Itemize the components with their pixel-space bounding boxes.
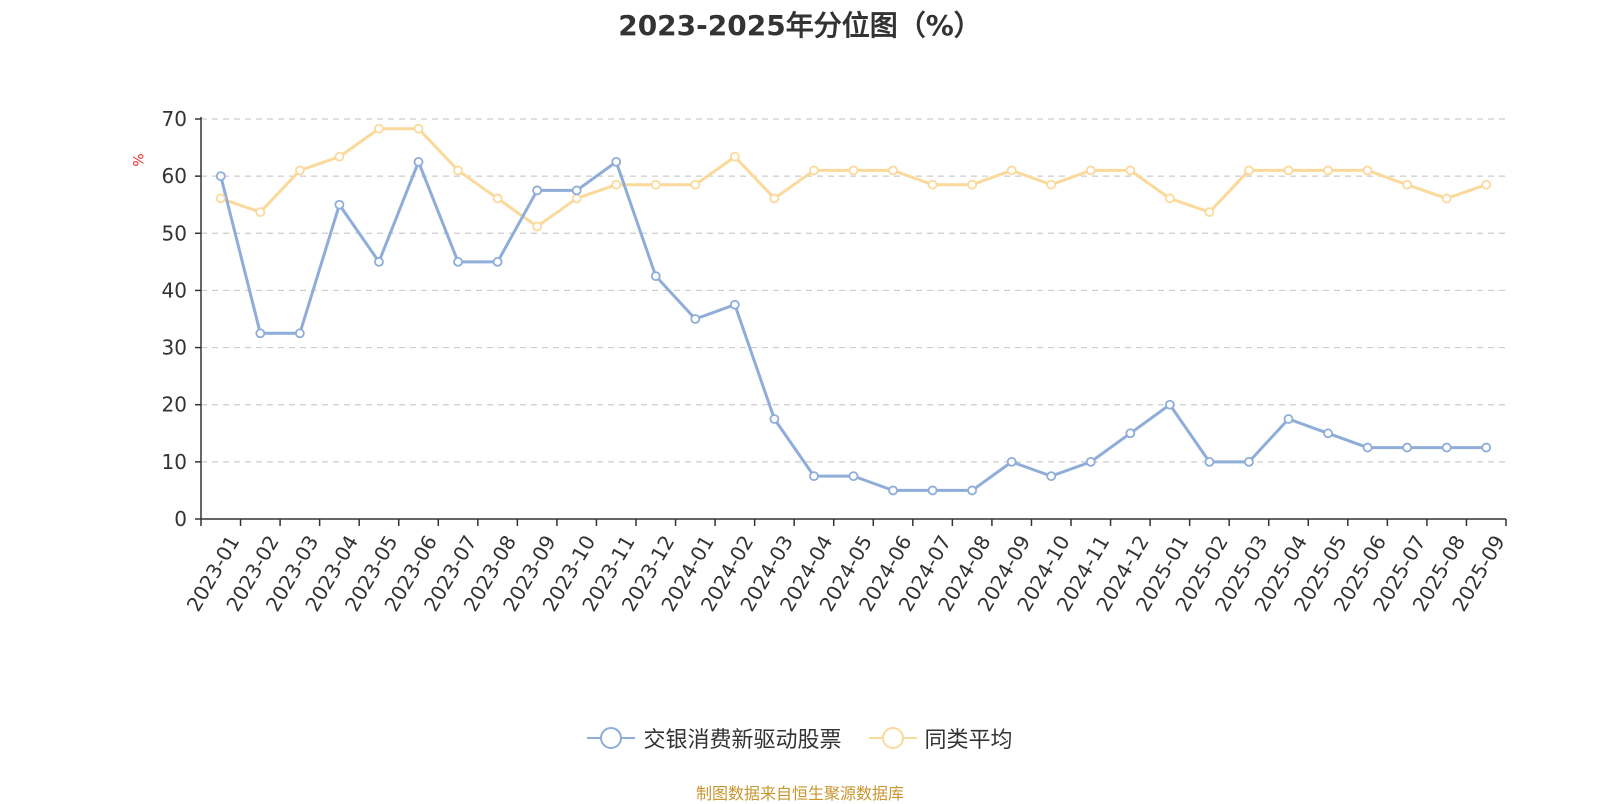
series-1-point	[532, 185, 543, 196]
chart-title: 2023-2025年分位图（%）	[618, 9, 982, 42]
line-chart: 0 10 20 30 40 50 60 70 2023-012023-022023-03202…	[162, 107, 1510, 615]
y-tick-label: 50	[162, 221, 187, 245]
series-2-point	[729, 151, 740, 162]
data-source-note: 制图数据来自恒生聚源数据库	[695, 784, 904, 803]
x-axis-ticks: 2023-012023-022023-032023-042023-052023-…	[182, 519, 1510, 615]
series-1-point	[650, 271, 661, 282]
y-tick-label: 20	[162, 393, 187, 417]
series-line-1	[219, 160, 1487, 492]
y-tick-label: 30	[162, 336, 187, 360]
series-2-point	[1362, 165, 1373, 176]
series-1-point	[255, 328, 266, 339]
y-axis-ticks: 0 10 20 30 40 50 60 70	[162, 107, 201, 531]
series-2-point	[1125, 165, 1136, 176]
series-1-point	[1125, 428, 1136, 439]
series-1-point	[1006, 456, 1017, 467]
series-2-point	[848, 165, 859, 176]
series-2-point	[1244, 165, 1254, 176]
series-2-point	[1204, 207, 1215, 218]
series-1-point	[334, 199, 345, 210]
series-2-point	[1402, 179, 1413, 190]
series-1-point	[1164, 399, 1175, 410]
series-2-point	[650, 179, 661, 190]
y-tick-label: 10	[162, 450, 187, 474]
legend-item-series-2[interactable]: 同类平均	[868, 722, 1013, 754]
series-2-point	[1323, 165, 1333, 176]
series-1-point	[690, 314, 701, 324]
series-1-point	[809, 471, 819, 482]
series-2-point	[690, 179, 701, 190]
series-2-point	[255, 207, 266, 218]
series-1-point	[927, 485, 938, 496]
legend-swatch-series-2	[868, 727, 917, 749]
series-1-point	[1323, 428, 1333, 439]
series-1-point	[967, 485, 978, 496]
series-2-point	[1441, 193, 1452, 204]
series-1-point	[413, 156, 424, 167]
series-2-point	[611, 179, 622, 190]
series-line-2	[220, 127, 1487, 228]
series-1-point	[611, 156, 622, 167]
series-2-point	[1283, 165, 1294, 176]
legend: 交银消费新驱动股票 同类平均	[0, 722, 1600, 756]
series-1-point	[215, 171, 226, 182]
legend-swatch-series-1	[587, 727, 636, 749]
series-2-point	[1481, 179, 1492, 190]
series-1-point	[1481, 442, 1492, 453]
y-tick-label: 70	[162, 107, 187, 131]
legend-item-series-1[interactable]: 交银消费新驱动股票	[587, 722, 842, 754]
series-1-point	[453, 256, 463, 267]
series-2-point	[1006, 165, 1017, 176]
series-2-point	[215, 193, 226, 204]
series-2-point	[1085, 165, 1096, 176]
series-2-point	[809, 165, 819, 176]
series-2-point	[888, 165, 898, 176]
series-1-point	[729, 299, 740, 310]
legend-label-series-2: 同类平均	[924, 728, 1013, 753]
series-1-point	[848, 471, 859, 482]
series-2-point	[1164, 193, 1175, 204]
series-2-point	[1046, 179, 1057, 190]
series-1-point	[1204, 456, 1215, 467]
y-tick-label: 40	[162, 278, 187, 302]
series-1-point	[888, 485, 898, 496]
series-2-point	[413, 123, 424, 134]
series-1-point	[374, 256, 384, 267]
series-1-point	[1085, 456, 1096, 467]
series-1-point	[492, 256, 503, 267]
series-1-point	[1244, 456, 1254, 467]
legend-label-series-1: 交银消费新驱动股票	[643, 728, 842, 753]
series-2-point	[571, 193, 582, 204]
series-2-point	[927, 179, 938, 190]
series-lines	[219, 127, 1487, 492]
series-2-point	[532, 221, 543, 232]
series-2-point	[967, 179, 978, 190]
y-tick-label: 0	[174, 507, 187, 531]
axes	[200, 117, 1506, 520]
series-1-point	[1441, 442, 1452, 453]
y-tick-label: 60	[162, 164, 187, 188]
series-1-point	[769, 414, 780, 424]
series-1-point	[571, 185, 582, 196]
series-1-point	[294, 328, 305, 339]
series-2-point	[374, 123, 384, 134]
series-2-point	[453, 165, 463, 176]
series-1-point	[1283, 414, 1294, 424]
grid-lines	[201, 118, 1506, 463]
series-2-point	[492, 193, 503, 204]
series-2-point	[334, 151, 345, 162]
series-1-point	[1046, 471, 1057, 482]
series-2-point	[769, 193, 780, 204]
series-1-point	[1402, 442, 1413, 453]
series-1-point	[1362, 442, 1373, 453]
series-points	[215, 123, 1492, 496]
series-2-point	[294, 165, 305, 176]
